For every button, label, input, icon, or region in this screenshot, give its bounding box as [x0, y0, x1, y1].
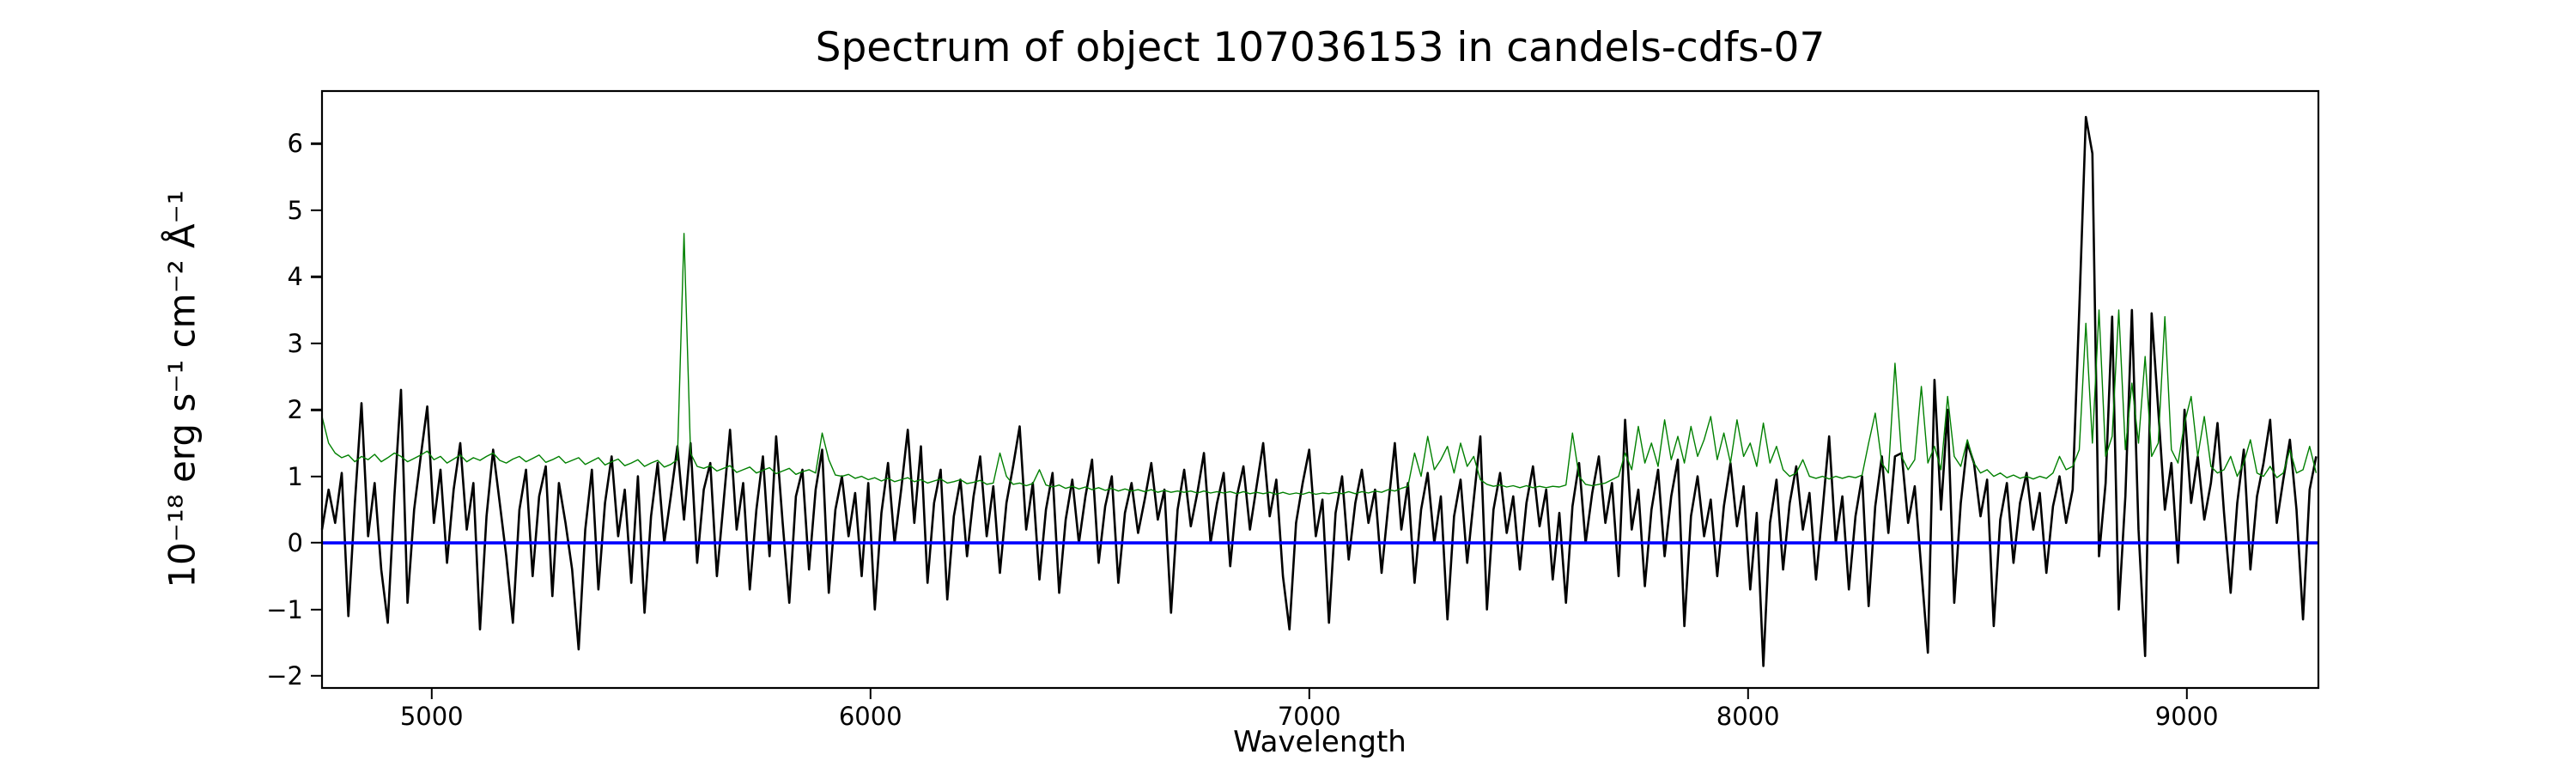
- x-tick-mark: [2185, 688, 2188, 699]
- y-axis-label: 10⁻¹⁸ erg s⁻¹ cm⁻² Å⁻¹: [161, 190, 204, 588]
- y-tick-mark: [311, 674, 322, 678]
- noise-line: [321, 233, 2318, 496]
- y-tick-mark: [311, 541, 322, 545]
- x-tick-label: 5000: [399, 702, 464, 731]
- x-axis-label: Wavelength: [1233, 725, 1406, 759]
- y-tick-label: −1: [266, 594, 303, 624]
- y-tick-label: 1: [287, 461, 303, 491]
- y-tick-mark: [311, 209, 322, 211]
- spectrum-plot-svg: [320, 89, 2320, 690]
- y-tick-mark: [311, 143, 322, 145]
- y-tick-mark: [311, 475, 322, 478]
- x-tick-label: 7000: [1277, 702, 1341, 731]
- plot-area: 5000 6000 7000 8000 9000 −2 −1 0 1 2 3 4 5 6: [266, 89, 2320, 731]
- axes-frame: [320, 89, 2320, 690]
- y-tick-label: 3: [287, 328, 303, 358]
- y-tick-label: −2: [266, 661, 303, 691]
- y-tick-label: 5: [287, 195, 303, 225]
- y-tick-label: 2: [287, 395, 303, 425]
- x-tick-mark: [1308, 688, 1310, 699]
- x-tick-mark: [430, 688, 433, 699]
- y-tick-label: 6: [287, 129, 303, 159]
- y-tick-mark: [311, 342, 322, 344]
- x-tick-label: 9000: [2154, 702, 2219, 731]
- x-tick-label: 6000: [838, 702, 902, 731]
- y-tick-mark: [311, 275, 322, 278]
- x-tick-mark: [869, 688, 872, 699]
- plot-title: Spectrum of object 107036153 in candels-…: [815, 24, 1826, 71]
- x-tick-mark: [1747, 688, 1749, 699]
- flux-line: [320, 115, 2318, 667]
- y-tick-mark: [311, 408, 322, 411]
- x-tick-label: 8000: [1716, 702, 1780, 731]
- y-tick-label: 0: [287, 528, 303, 558]
- y-tick-mark: [311, 608, 322, 611]
- y-tick-label: 4: [287, 262, 303, 292]
